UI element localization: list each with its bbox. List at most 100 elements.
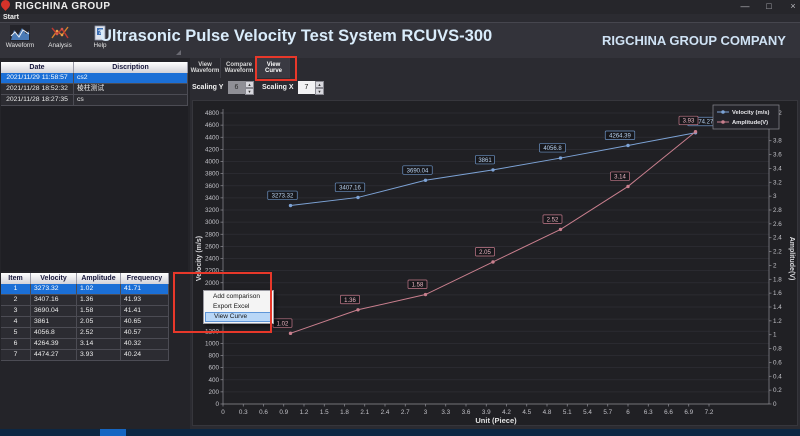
svg-text:Unit (Piece): Unit (Piece) — [475, 416, 517, 425]
curve-chart-panel: 0200400600800100012001400160018002000220… — [192, 100, 798, 426]
column-header[interactable]: Date — [1, 62, 74, 73]
restore-button[interactable]: □ — [766, 1, 772, 11]
scaling-y-up-icon[interactable]: ▲ — [245, 81, 254, 88]
table-cell: 2.52 — [77, 328, 121, 338]
table-row[interactable]: 5 4056.8 2.52 40.57 — [1, 328, 169, 339]
table-cell: cs2 — [74, 73, 188, 83]
svg-text:4400: 4400 — [205, 134, 220, 141]
svg-text:6.6: 6.6 — [664, 409, 673, 416]
table-row[interactable]: 4 3861 2.05 40.65 — [1, 317, 169, 328]
table-cell: 4056.8 — [31, 328, 77, 338]
table-cell: 1 — [1, 284, 31, 294]
table-cell: 2021/11/29 11:58:57 — [1, 73, 74, 83]
tab-view-waveform[interactable]: View Waveform — [190, 58, 221, 78]
table-cell: cs — [74, 95, 188, 105]
data-point-marker — [288, 203, 293, 208]
scaling-x-label: Scaling X — [262, 84, 294, 91]
context-menu-item[interactable]: View Curve — [205, 312, 272, 322]
data-point-marker — [558, 156, 563, 160]
data-point-marker — [558, 227, 563, 232]
table-row[interactable]: 3 3690.04 1.58 41.41 — [1, 306, 169, 317]
scaling-y-label: Scaling Y — [192, 84, 224, 91]
svg-text:3.6: 3.6 — [773, 152, 782, 159]
data-point-label: 3407.16 — [334, 182, 366, 192]
data-point-label: 2.52 — [542, 214, 563, 224]
table-row[interactable]: 7 4474.27 3.93 40.24 — [1, 350, 169, 361]
svg-text:2.4: 2.4 — [773, 235, 782, 242]
table-row[interactable]: 2021/11/29 11:58:57 cs2 — [1, 73, 188, 84]
svg-text:Velocity (m/s): Velocity (m/s) — [196, 236, 203, 281]
minimize-button[interactable]: — — [740, 1, 750, 11]
start-menu[interactable]: Start — [3, 14, 19, 21]
svg-text:?: ? — [98, 29, 102, 36]
svg-text:3600: 3600 — [205, 183, 220, 190]
scaling-y-down-icon[interactable]: ▼ — [245, 88, 254, 95]
scaling-x-spinner: 7 ▲ ▼ — [298, 81, 324, 95]
context-menu-item[interactable]: Add comparison — [213, 293, 260, 300]
table-cell: 41.71 — [121, 284, 169, 294]
table-row[interactable]: 6 4264.39 3.14 40.32 — [1, 339, 169, 350]
svg-text:2.8: 2.8 — [773, 207, 782, 214]
table-cell: 2021/11/28 18:27:35 — [1, 95, 74, 105]
analysis-button[interactable]: Analysis — [42, 25, 78, 55]
svg-text:2600: 2600 — [205, 243, 220, 250]
table-cell: 1.58 — [77, 306, 121, 316]
help-button[interactable]: ? Help — [82, 25, 118, 55]
table-row[interactable]: 2021/11/28 18:52:32 棱柱测试 — [1, 84, 188, 95]
tab-compare-waveform[interactable]: Compare Waveform — [221, 58, 258, 78]
data-point-marker — [693, 130, 698, 134]
svg-text:4000: 4000 — [205, 159, 220, 166]
tab-view-curve[interactable]: View Curve — [258, 58, 290, 78]
table-cell: 1.36 — [77, 295, 121, 305]
scaling-x-up-icon[interactable]: ▲ — [315, 81, 324, 88]
table-row[interactable]: 2 3407.16 1.36 41.93 — [1, 295, 169, 306]
svg-text:4264.39: 4264.39 — [609, 133, 631, 139]
svg-text:7.2: 7.2 — [705, 409, 714, 416]
table-row[interactable]: 1 3273.32 1.02 41.71 — [1, 284, 169, 295]
results-table: Item Velocity Amplitude Frequency 1 3273.32 1.… — [1, 273, 169, 361]
waveform-button[interactable]: Waveform — [2, 25, 38, 55]
data-point-label: 3861 — [475, 155, 495, 165]
close-button[interactable]: × — [790, 1, 796, 11]
context-menu-item[interactable]: Export Excel — [213, 303, 250, 310]
table-cell: 5 — [1, 328, 31, 338]
svg-text:5.4: 5.4 — [583, 409, 592, 416]
svg-text:2200: 2200 — [205, 268, 220, 275]
svg-text:2.05: 2.05 — [479, 250, 491, 256]
table-cell: 2021/11/28 18:52:32 — [1, 84, 74, 94]
svg-text:3.2: 3.2 — [773, 179, 782, 186]
history-table-empty-area — [1, 106, 188, 271]
data-point-marker — [491, 260, 495, 264]
analysis-scatter-icon — [50, 25, 70, 41]
column-header[interactable]: Velocity — [31, 273, 77, 284]
app-title: RIGCHINA GROUP — [15, 1, 111, 12]
data-point-label: 1.36 — [340, 294, 360, 305]
svg-text:6: 6 — [626, 409, 630, 416]
svg-text:4.2: 4.2 — [502, 409, 511, 416]
chart-legend: Velocity (m/s) Amplitude(V) — [712, 104, 780, 130]
scaling-x-value[interactable]: 7 — [298, 81, 315, 94]
column-header[interactable]: Amplitude — [77, 273, 121, 284]
svg-text:3.4: 3.4 — [773, 165, 782, 172]
scaling-y-value[interactable]: 6 — [228, 81, 245, 94]
svg-text:2.7: 2.7 — [401, 409, 410, 416]
column-header[interactable]: Item — [1, 273, 31, 284]
svg-text:1.6: 1.6 — [773, 290, 782, 297]
svg-text:3.8: 3.8 — [773, 138, 782, 145]
context-menu: Add comparison Export Excel View Curve — [203, 290, 274, 324]
table-cell: 3.14 — [77, 339, 121, 349]
titlebar — [0, 0, 800, 14]
data-point-marker — [491, 168, 495, 172]
table-row[interactable]: 2021/11/28 18:27:35 cs — [1, 95, 188, 106]
table-cell: 4 — [1, 317, 31, 327]
data-point-label: 1.58 — [407, 279, 428, 289]
column-header[interactable]: Frequency — [121, 273, 169, 284]
svg-text:3: 3 — [773, 193, 777, 200]
company-name: RIGCHINA GROUP COMPANY — [602, 33, 786, 48]
svg-text:2.6: 2.6 — [773, 221, 782, 228]
scaling-x-down-icon[interactable]: ▼ — [315, 88, 324, 95]
column-header[interactable]: Discription — [74, 62, 188, 73]
table-header: Item Velocity Amplitude Frequency — [1, 273, 169, 284]
svg-text:3.6: 3.6 — [462, 409, 471, 416]
data-point-marker — [288, 331, 293, 336]
